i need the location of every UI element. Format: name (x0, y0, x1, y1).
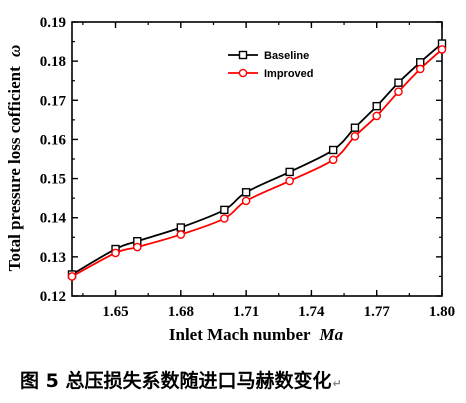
x-tick-label: 1.77 (364, 304, 391, 320)
y-tick-label: 0.15 (40, 172, 66, 188)
chart-legend: Baseline Improved (228, 50, 314, 80)
x-tick-label: 1.80 (429, 304, 455, 320)
series-layer (67, 39, 447, 281)
x-axis-title: Inlet Mach number Ma (169, 325, 344, 344)
data-point-circle (111, 248, 120, 258)
legend-marker-circle (238, 68, 248, 78)
chart-container: 0.12 0.13 0.14 0.15 0.16 0.17 0.18 0.19 1.65 1.68… (5, 15, 455, 344)
series-line (71, 48, 443, 278)
x-tick-label: 1.74 (298, 304, 325, 320)
series-improved (67, 45, 447, 281)
data-point-circle (350, 131, 360, 141)
legend-label: Baseline (264, 50, 309, 62)
legend-marker-square (238, 50, 248, 60)
x-tick-label: 1.68 (168, 304, 194, 320)
legend-item-improved: Improved (228, 68, 314, 80)
data-point-circle (415, 64, 425, 74)
y-axis-symbol: ω (5, 45, 24, 57)
data-point-square (350, 123, 360, 132)
data-point-circle (437, 45, 447, 54)
x-axis-label: Inlet Mach number (169, 325, 311, 344)
figure-caption: 图 5 总压损失系数随进口马赫数变化↵ (20, 366, 342, 393)
data-point-circle (220, 214, 229, 223)
data-point-square (285, 167, 294, 177)
legend-label: Improved (264, 68, 314, 80)
data-point-square (220, 205, 229, 215)
data-point-square (372, 101, 381, 111)
plot-axes: 0.12 0.13 0.14 0.15 0.16 0.17 0.18 0.19 1.65 1.68… (40, 15, 455, 320)
data-point-circle (394, 87, 403, 96)
x-tick-label: 1.71 (233, 304, 259, 320)
y-tick-label: 0.14 (40, 211, 67, 227)
data-point-circle (176, 230, 186, 239)
return-mark-icon: ↵ (332, 377, 342, 390)
data-point-circle (132, 242, 142, 252)
data-point-square (394, 78, 403, 87)
y-tick-label: 0.18 (40, 54, 66, 70)
y-axis-label: Total pressure loss cofficient (5, 66, 24, 271)
x-axis-symbol: Ma (318, 325, 343, 344)
data-point-circle (241, 196, 251, 206)
y-tick-label: 0.17 (40, 93, 67, 109)
caption-text: 图 5 总压损失系数随进口马赫数变化 (20, 370, 332, 392)
y-tick-label: 0.13 (40, 250, 66, 266)
line-chart: 0.12 0.13 0.14 0.15 0.16 0.17 0.18 0.19 1.65 1.68… (5, 15, 455, 344)
plot-frame (71, 21, 443, 297)
data-point-square (241, 188, 251, 197)
data-point-circle (67, 272, 77, 281)
data-point-square (176, 223, 186, 232)
y-tick-label: 0.16 (40, 132, 67, 148)
series-line (71, 42, 443, 276)
y-axis-title: Total pressure loss cofficient ω (5, 45, 24, 272)
data-point-circle (285, 176, 294, 186)
data-point-circle (328, 155, 338, 165)
y-tick-label: 0.19 (40, 15, 66, 31)
y-tick-label: 0.12 (40, 289, 66, 305)
data-point-circle (372, 111, 382, 121)
data-point-square (328, 145, 338, 155)
x-tick-label: 1.65 (102, 304, 128, 320)
legend-item-baseline: Baseline (228, 50, 309, 62)
series-baseline (67, 39, 447, 279)
